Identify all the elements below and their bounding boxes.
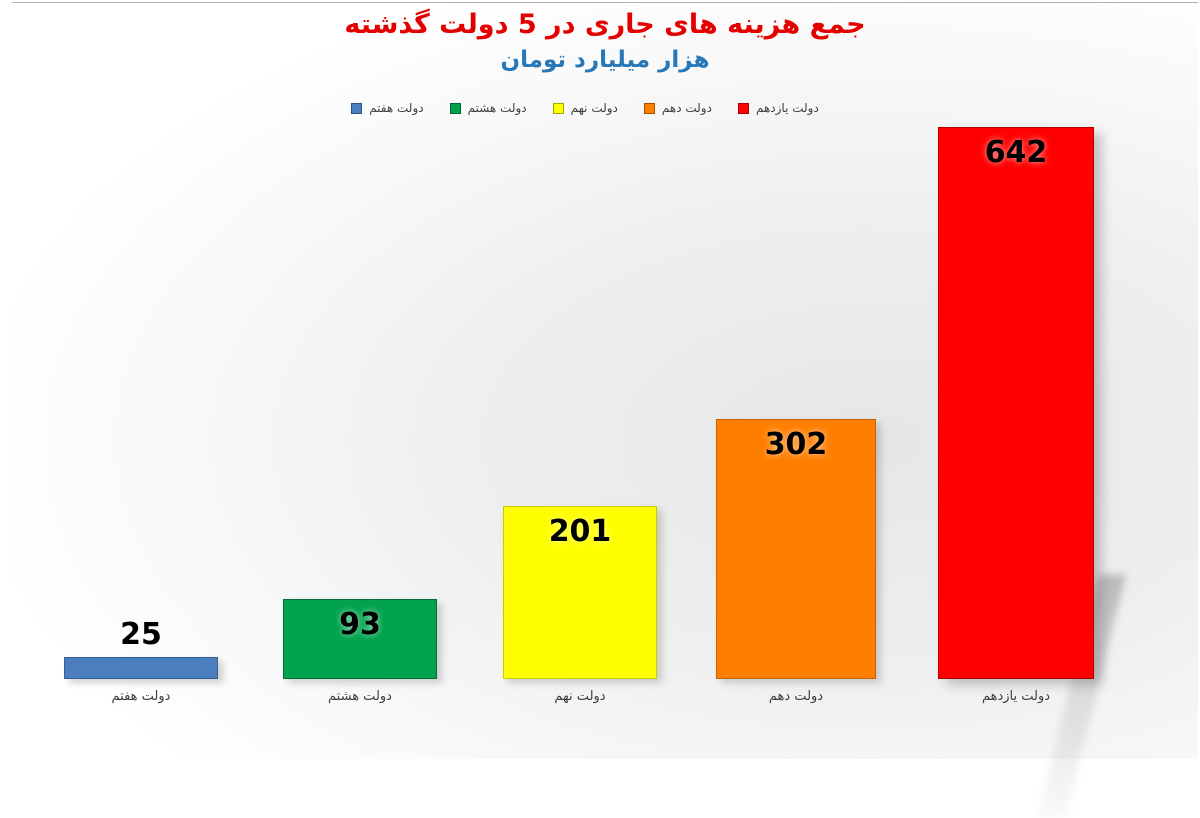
legend-label: دولت دهم (661, 101, 712, 115)
legend-item-4: دولت دهم (643, 101, 712, 115)
legend-label: دولت نهم (570, 101, 618, 115)
x-axis-label: دولت هفتم (111, 689, 171, 704)
bar-2 (283, 599, 437, 679)
x-axis-label: دولت هشتم (328, 689, 392, 704)
legend: دولت هفتم دولت هشتم دولت نهم دولت دهم دولت ی… (12, 99, 1158, 117)
legend-item-2: دولت هشتم (449, 101, 527, 115)
legend-item-1: دولت هفتم (351, 101, 424, 115)
legend-item-3: دولت نهم (552, 101, 618, 115)
bar-3 (503, 506, 657, 679)
plot-area: 25 دولت هفتم 93 دولت هشتم 201 دولت نهم 302 دولت… (12, 123, 1198, 817)
legend-color-swatch-icon (449, 102, 461, 114)
legend-color-swatch-icon (737, 102, 749, 114)
chart-container: جمع هزینه های جاری در 5 دولت گذشته هزار … (12, 2, 1198, 817)
bar-5 (938, 127, 1094, 679)
legend-item-5: دولت یازدهم (737, 101, 819, 115)
legend-label: دولت یازدهم (755, 101, 819, 115)
bar-value-label: 201 (548, 514, 612, 549)
bar-value-label: 642 (984, 135, 1048, 170)
bar-value-label: 93 (339, 607, 381, 642)
bar-4 (716, 419, 876, 679)
x-axis-label: دولت دهم (768, 689, 824, 704)
legend-color-swatch-icon (351, 102, 363, 114)
legend-color-swatch-icon (643, 102, 655, 114)
legend-label: دولت هشتم (467, 101, 527, 115)
legend-label: دولت هفتم (369, 101, 424, 115)
x-axis-label: دولت نهم (554, 689, 606, 704)
bar-value-label: 302 (764, 427, 828, 462)
legend-color-swatch-icon (552, 102, 564, 114)
chart-subtitle: هزار میلیارد تومان (500, 47, 710, 73)
chart-title: جمع هزینه های جاری در 5 دولت گذشته (344, 9, 866, 40)
bar-value-label: 25 (120, 617, 162, 652)
x-axis-label: دولت یازدهم (981, 689, 1051, 704)
bar-1 (64, 657, 218, 679)
